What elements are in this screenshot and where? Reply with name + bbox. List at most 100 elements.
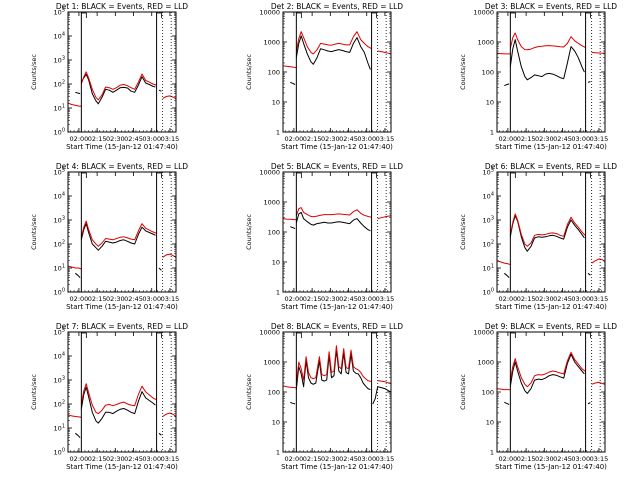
panel-3-ytick-label: 1000 [477,39,494,47]
panel-4-ytick-label: 101 [54,264,65,273]
panel-9-xtick-label: 02:00 [499,455,518,463]
panel-8-ytick-label: 10 [272,419,280,427]
panel-9-title: Det 9: BLACK = Events, RED = LLD [485,322,617,331]
panel-9-ytick-label: 1000 [477,359,494,367]
panel-9-ytick-label: 10 [486,419,494,427]
panel-6-xtick-label: 03:00 [571,295,590,303]
panel-5-ylabel: Counts/sec [245,214,253,250]
panel-3-ylabel: Counts/sec [459,54,467,90]
panel-7-ytick-label: 105 [54,328,65,337]
panel-1-events-line-2 [80,73,156,105]
panel-7-ytick-label: 102 [54,400,65,409]
panel-8-xtick-label: 02:45 [339,455,358,463]
panel-5-lld-line-3 [377,215,391,220]
panel-8-lld-line-1 [283,385,297,389]
detector-panel-2: 1 10 100 1000 10000 02:00 02:15 02:30 02:45 03:00… [245,2,403,151]
panel-6-lld-line-1 [497,260,511,265]
panel-2-frame [282,11,392,133]
panel-8-ytick-label: 1 [276,449,280,457]
panel-1-data [68,71,176,107]
panel-3-xtick-label: 03:15 [590,135,609,143]
panel-5-xtick-label: 02:45 [339,295,358,303]
panel-9-bracket-2 [585,332,591,338]
panel-6-ytick-label: 103 [483,216,494,225]
panel-1-xlabel: Start Time (15-Jan-12 01:47:40) [66,143,178,151]
detector-panel-5: 1 10 100 1000 10000 02:00 02:15 02:30 02:45 03:00… [245,162,403,311]
panel-7-events-line-1 [74,432,81,438]
panel-2-xtick-label: 03:15 [376,135,395,143]
panel-9-events-line-2 [509,353,585,394]
panel-4-lld-line-2 [80,220,157,247]
panel-5-data [283,207,391,232]
panel-6-ytick-label: 104 [483,192,494,201]
panel-9-xtick-label: 03:15 [590,455,609,463]
panel-4-data [68,220,176,278]
panel-4-bracket-2 [156,172,162,178]
panel-7-ytick-label: 100 [54,448,65,457]
panel-8-xlabel: Start Time (15-Jan-12 01:47:40) [281,463,393,471]
panel-5-xtick-label: 03:15 [376,295,395,303]
panel-1-ytick-label: 105 [54,8,65,17]
panel-3-lld-line-1 [497,52,511,55]
panel-4-xtick-label: 02:30 [106,295,125,303]
panel-4-ytick-label: 105 [54,168,65,177]
panel-4-xtick-label: 02:45 [124,295,143,303]
panel-4-events-line-2 [80,223,156,251]
panel-7-xtick-label: 02:15 [88,455,107,463]
panel-3-bracket-2 [585,12,591,18]
panel-7-bracket-2 [156,332,162,338]
panel-7-events-line-3 [158,432,162,436]
panel-2-lld-line-2 [295,31,372,55]
panel-2-xtick-label: 02:15 [303,135,322,143]
panel-3-xtick-label: 02:00 [499,135,518,143]
panel-2-events-line-1 [290,81,296,86]
panel-1-bracket-1 [81,12,87,18]
panel-3-ytick-label: 10000 [473,9,494,17]
panel-5-lld-line-1 [283,218,297,221]
panel-9-bracket-1 [510,332,516,338]
panel-2-ytick-label: 1000 [263,39,280,47]
panel-6-xtick-label: 02:45 [553,295,572,303]
panel-7-ytick-label: 103 [54,376,65,385]
panel-8-lld-line-2 [295,345,372,384]
panel-4-bracket-1 [81,172,87,178]
panel-3-frame [496,11,606,133]
panel-1-xtick-label: 02:45 [124,135,143,143]
panel-6-xtick-label: 02:15 [517,295,536,303]
panel-1-xtick-label: 02:30 [106,135,125,143]
panel-5-lld-line-2 [295,207,372,218]
panel-9-xtick-label: 02:45 [553,455,572,463]
panel-4-xlabel: Start Time (15-Jan-12 01:47:40) [66,303,178,311]
panel-3-events-line-1 [504,83,510,87]
panel-1-ytick-label: 104 [54,32,65,41]
panel-1-ylabel: Counts/sec [30,54,38,90]
panel-9-lld-line-1 [497,388,511,391]
panel-1-events-line-3 [158,89,162,92]
panel-5-events-line-2 [295,211,371,232]
panel-4-xtick-label: 03:00 [142,295,161,303]
panel-7-data [68,383,176,438]
panel-1-title: Det 1: BLACK = Events, RED = LLD [56,2,188,11]
panel-6-ytick-label: 102 [483,240,494,249]
panel-9-frame [496,331,606,453]
panel-7-ytick-label: 101 [54,424,65,433]
panel-6-ytick-label: 100 [483,288,494,297]
panel-6-ytick-label: 101 [483,264,494,273]
panel-2-ytick-label: 10000 [259,9,280,17]
panel-9-events-line-1 [504,401,510,406]
panel-7-ylabel: Counts/sec [30,374,38,410]
panel-6-lld-line-3 [591,258,605,264]
panel-2-xtick-label: 03:00 [357,135,376,143]
panel-3-xtick-label: 02:30 [535,135,554,143]
panel-2-lld-line-1 [283,65,297,69]
panel-7-xtick-label: 02:45 [124,455,143,463]
panel-4-title: Det 4: BLACK = Events, RED = LLD [56,162,188,171]
panel-9-ytick-label: 1 [490,449,494,457]
panel-4-xtick-label: 02:15 [88,295,107,303]
panel-2-title: Det 2: BLACK = Events, RED = LLD [271,2,403,11]
panel-8-ylabel: Counts/sec [245,374,253,410]
panel-3-ytick-label: 100 [482,69,494,77]
panel-6-events-line-3 [587,272,591,276]
panel-4-frame [67,171,177,293]
